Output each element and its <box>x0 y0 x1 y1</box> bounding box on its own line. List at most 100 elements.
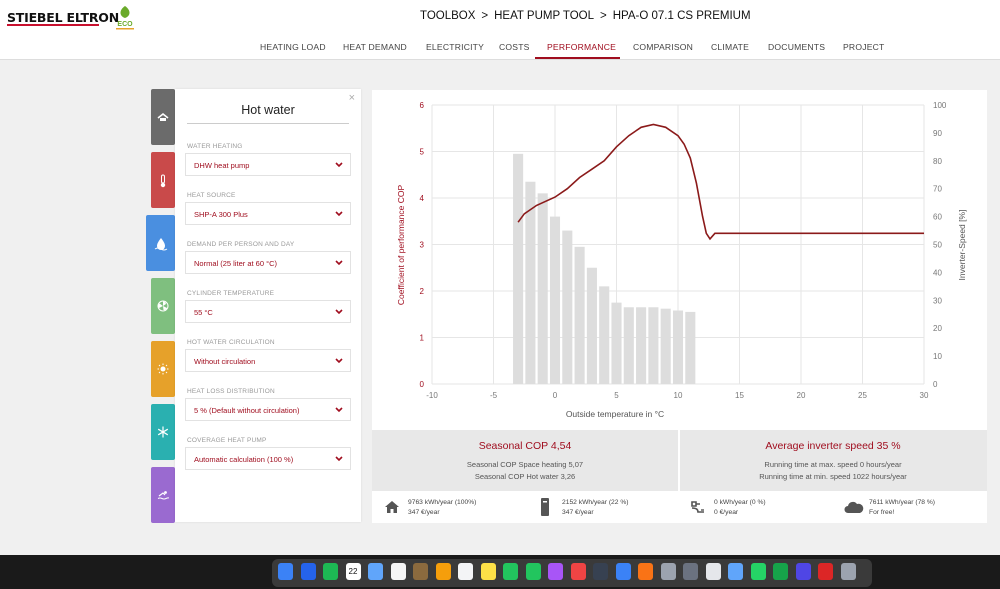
mail-icon[interactable] <box>368 563 383 580</box>
coverage-select[interactable]: Automatic calculation (100 %) <box>185 447 351 470</box>
teams-icon[interactable] <box>795 563 811 580</box>
cop-bar <box>623 307 634 384</box>
active-tab-indicator <box>535 57 620 59</box>
messages-icon[interactable] <box>525 563 541 580</box>
calculator-icon[interactable] <box>683 563 698 580</box>
music-icon[interactable] <box>570 563 586 580</box>
notes-icon[interactable] <box>480 563 496 580</box>
calendar-icon[interactable]: 22 <box>345 563 361 580</box>
y-tick-label: 2 <box>420 287 425 296</box>
facetime-icon[interactable] <box>503 563 518 580</box>
cop-bar <box>513 153 524 384</box>
nav-heat-demand[interactable]: HEAT DEMAND <box>343 42 407 52</box>
top-bar: STIEBEL ELTRON ECO TOOLBOX > HEAT PUMP TOO… <box>0 0 1000 36</box>
seasonal-cop-title: Seasonal COP 4,54 <box>478 440 572 452</box>
heat-loss-select[interactable]: 5 % (Default without circulation) <box>185 398 351 421</box>
house-roof-icon <box>157 112 169 121</box>
cop-bar <box>648 307 659 384</box>
side-tab-pool[interactable] <box>151 467 175 523</box>
y2-axis-label: Inverter-Speed [%] <box>957 210 967 281</box>
water-drop-icon <box>154 238 168 251</box>
footer-environment: 7611 kWh/year (78 %) For free! <box>869 499 936 516</box>
firefox-icon[interactable] <box>638 563 653 580</box>
nav-climate[interactable]: CLIMATE <box>711 42 750 52</box>
footer-total: 9763 kWh/year (100%) 347 €/year <box>408 499 477 516</box>
close-icon[interactable]: × <box>348 92 355 104</box>
heat-source-select[interactable]: SHP-A 300 Plus <box>185 202 351 225</box>
select-value: Automatic calculation (100 %) <box>194 455 294 464</box>
cop-bar <box>685 311 696 384</box>
select-value: SHP-A 300 Plus <box>194 210 248 219</box>
inverter-speed-title: Average inverter speed 35 % <box>765 440 901 452</box>
select-value: Without circulation <box>194 357 256 366</box>
textedit-icon[interactable] <box>705 563 721 580</box>
photos-icon[interactable] <box>435 563 451 580</box>
y-tick-label: 5 <box>420 148 425 157</box>
chevron-down-icon <box>335 456 343 462</box>
nav-project[interactable]: PROJECT <box>843 42 885 52</box>
breadcrumb-item-toolbox[interactable]: TOOLBOX <box>420 10 476 22</box>
side-tab-building[interactable] <box>151 89 175 145</box>
cop-bar <box>586 267 597 384</box>
safari-icon[interactable] <box>300 563 316 580</box>
settings-icon[interactable] <box>660 563 676 580</box>
nav-comparison[interactable]: COMPARISON <box>633 42 694 52</box>
side-tab-ventilation[interactable] <box>151 278 175 334</box>
office-icon[interactable] <box>818 563 833 580</box>
y-tick-label: 6 <box>420 101 425 110</box>
side-tab-solar[interactable] <box>151 341 175 397</box>
spotify-icon[interactable] <box>323 563 338 580</box>
field-label-heat-loss: HEAT LOSS DISTRIBUTION <box>187 388 275 395</box>
seasonal-cop-space-heating: Seasonal COP Space heating 5,07 <box>466 460 584 469</box>
y2-tick-label: 80 <box>933 157 942 166</box>
nav-documents[interactable]: DOCUMENTS <box>768 42 826 52</box>
breadcrumb-item-tool[interactable]: HEAT PUMP TOOL <box>494 10 595 22</box>
cloud-icon <box>844 501 864 513</box>
x-tick-label: 0 <box>553 391 558 400</box>
nav-heating-load[interactable]: HEATING LOAD <box>260 42 326 52</box>
demand-select[interactable]: Normal (25 liter at 60 °C) <box>185 251 351 274</box>
side-tab-heating[interactable] <box>151 152 175 208</box>
brand-logo[interactable]: STIEBEL ELTRON <box>7 10 119 25</box>
app-icon[interactable] <box>413 563 428 580</box>
select-value: 5 % (Default without circulation) <box>194 406 300 415</box>
house-icon <box>385 501 399 513</box>
cylinder-temperature-select[interactable]: 55 °C <box>185 300 351 323</box>
field-label-cylinder-temp: CYLINDER TEMPERATURE <box>187 290 275 297</box>
chrome-icon[interactable] <box>390 563 406 580</box>
app-store-icon[interactable] <box>615 563 631 580</box>
side-tab-hot-water[interactable] <box>146 215 175 271</box>
chevron-down-icon <box>335 358 343 364</box>
cylinder-icon <box>541 498 549 516</box>
chevron-down-icon <box>335 211 343 217</box>
whatsapp-icon[interactable] <box>750 563 766 580</box>
y2-tick-label: 90 <box>933 129 942 138</box>
quicktime-icon[interactable] <box>593 563 608 580</box>
nav-costs[interactable]: COSTS <box>499 42 530 52</box>
select-value: Normal (25 liter at 60 °C) <box>194 259 278 268</box>
inverter-speed-summary: Average inverter speed 35 % Running time… <box>680 430 986 491</box>
energy-footer: 9763 kWh/year (100%) 347 €/year 2152 kWh/… <box>372 491 987 523</box>
hot-water-panel: Hot water × WATER HEATING DHW heat pump … <box>175 89 361 522</box>
y-tick-label: 1 <box>420 334 425 343</box>
chevron-down-icon <box>335 309 343 315</box>
nav-performance[interactable]: PERFORMANCE <box>547 42 617 52</box>
preview-icon[interactable] <box>728 563 743 580</box>
water-heating-select[interactable]: DHW heat pump <box>185 153 351 176</box>
side-tab-cooling[interactable] <box>151 404 175 460</box>
cop-bar <box>599 286 610 384</box>
x-axis-label: Outside temperature in °C <box>566 409 664 419</box>
running-time-min: Running time at min. speed 1022 hours/ye… <box>759 472 907 481</box>
finder-icon[interactable] <box>278 563 293 580</box>
y2-axis-ticks: 0 10 20 30 40 50 60 70 80 90 100 <box>933 101 947 389</box>
reminders-icon[interactable] <box>458 563 473 580</box>
chevron-down-icon <box>335 407 343 413</box>
nav-electricity[interactable]: ELECTRICITY <box>426 42 485 52</box>
circulation-select[interactable]: Without circulation <box>185 349 351 372</box>
numbers-icon[interactable] <box>773 563 788 580</box>
cop-bar <box>574 246 585 384</box>
x-tick-label: -10 <box>426 391 438 400</box>
trash-icon[interactable] <box>840 563 856 580</box>
podcasts-icon[interactable] <box>548 563 563 580</box>
y-tick-label: 3 <box>420 241 425 250</box>
